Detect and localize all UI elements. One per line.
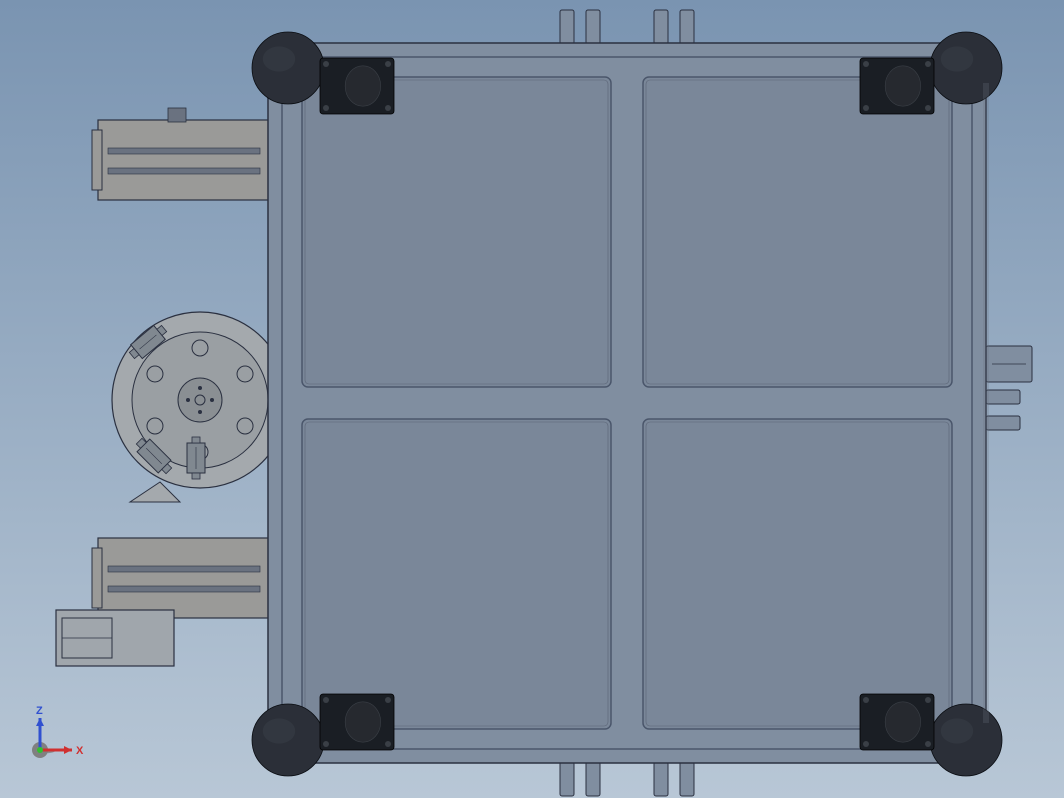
- model-scene: [0, 0, 1064, 798]
- svg-text:Z: Z: [36, 705, 43, 717]
- coordinate-triad-icon: XZ: [12, 688, 102, 778]
- svg-text:X: X: [76, 745, 84, 757]
- cad-viewport[interactable]: XZ: [0, 0, 1064, 798]
